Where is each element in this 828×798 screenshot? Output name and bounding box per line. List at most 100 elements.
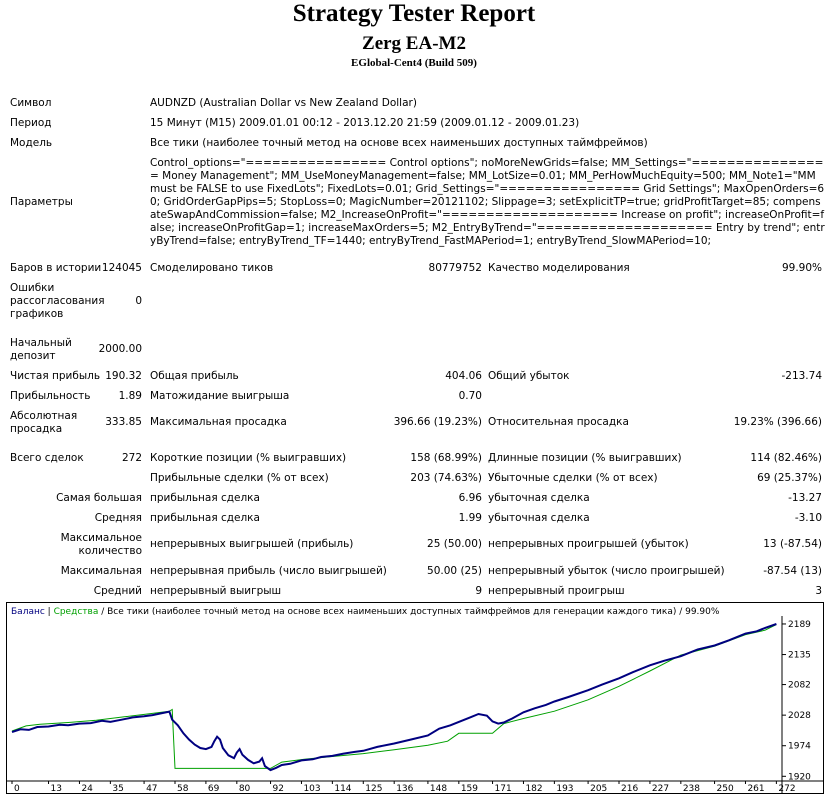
average-loss-label: убыточная сделка: [488, 512, 590, 524]
average-profit-label: прибыльная сделка: [150, 512, 260, 524]
profit-trades-label: Прибыльные сделки (% от всех): [150, 472, 329, 484]
deposit-label: Начальный депозит: [10, 337, 72, 362]
net-value: 190.32: [105, 370, 142, 382]
max-count-label: Максимальное количество: [60, 532, 142, 557]
params-label: Параметры: [10, 196, 73, 208]
x-tick-label: 69: [208, 784, 220, 794]
average-label: Средняя: [94, 512, 142, 524]
cons-profit-value: 50.00 (25): [427, 565, 482, 577]
cons-wins-value: 25 (50.00): [427, 538, 482, 550]
short-label: Короткие позиции (% выигравших): [150, 452, 347, 464]
report-title: Strategy Tester Report: [292, 0, 536, 27]
model-label: Модель: [10, 137, 53, 149]
x-tick-label: 193: [556, 784, 573, 794]
long-value: 114 (82.46%): [750, 452, 822, 464]
x-tick-label: 205: [590, 784, 607, 794]
model-value: Все тики (наиболее точный метод на основ…: [150, 137, 648, 149]
expected-label: Матожидание выигрыша: [150, 390, 290, 402]
cons-losses-value: 13 (-87.54): [763, 538, 822, 550]
legend-separator: |: [45, 607, 54, 617]
max-label: Максимальная: [60, 565, 142, 577]
expected-value: 0.70: [458, 390, 482, 402]
trades-label: Всего сделок: [10, 452, 84, 464]
net-label: Чистая прибыль: [10, 370, 101, 382]
largest-loss-value: -13.27: [788, 492, 822, 504]
x-tick-label: 171: [495, 784, 512, 794]
x-tick-label: 58: [177, 784, 189, 794]
y-tick-label: 2189: [788, 620, 811, 630]
ticks-label: Смоделировано тиков: [150, 262, 274, 274]
y-tick-label: 2082: [788, 681, 811, 691]
errors-label: Ошибки рассогласования графиков: [10, 282, 105, 320]
pf-value: 1.89: [118, 390, 142, 402]
x-tick-label: 13: [51, 784, 62, 794]
y-tick-label: 1974: [788, 742, 811, 752]
bars-label: Баров в истории: [10, 262, 102, 274]
gross-loss-value: -213.74: [781, 370, 822, 382]
largest-profit-label: прибыльная сделка: [150, 492, 260, 504]
avg-losses-value: 3: [815, 585, 822, 597]
quality-value: 99.90%: [781, 262, 822, 274]
x-tick-label: 125: [365, 784, 382, 794]
average-profit-value: 1.99: [458, 512, 482, 524]
x-tick-label: 272: [778, 784, 795, 794]
pf-label: Прибыльность: [10, 390, 91, 402]
cons-losses-label: непрерывных проигрышей (убыток): [488, 538, 689, 550]
profit-trades-value: 203 (74.63%): [410, 472, 482, 484]
x-axis-ticks: 0 13 24 35 47 58 69 80 92 103 114 125 136 148 159 171 18…: [11, 781, 796, 794]
x-tick-label: 47: [146, 784, 157, 794]
loss-trades-value: 69 (25.37%): [757, 472, 822, 484]
gross-profit-label: Общая прибыль: [150, 370, 239, 382]
avg-losses-label: непрерывный проигрыш: [488, 585, 625, 597]
bars-value: 124045: [101, 262, 142, 274]
loss-trades-label: Убыточные сделки (% от всех): [488, 472, 658, 484]
avg-wins-value: 9: [475, 585, 482, 597]
y-tick-label: 2135: [788, 651, 811, 661]
x-tick-label: 159: [461, 784, 478, 794]
cons-loss-value: -87.54 (13): [763, 565, 822, 577]
y-tick-label: 2028: [788, 711, 811, 721]
params-value: Control_options="================ Contro…: [150, 157, 825, 247]
period-value: 15 Минут (M15) 2009.01.01 00:12 - 2013.1…: [150, 117, 580, 129]
abs-dd-label: Абсолютная просадка: [10, 410, 78, 435]
legend-equity: Средства: [54, 607, 99, 617]
gross-loss-label: Общий убыток: [488, 370, 570, 382]
quality-label: Качество моделирования: [488, 262, 630, 274]
balance-series-line: [11, 624, 777, 769]
cons-loss-label: непрерывный убыток (число проигрышей): [488, 565, 725, 577]
average-loss-value: -3.10: [794, 512, 822, 524]
cons-wins-label: непрерывных выигрышей (прибыль): [150, 538, 354, 550]
avg-wins-label: непрерывный выигрыш: [150, 585, 282, 597]
ea-name: Zerg EA-M2: [362, 33, 466, 54]
x-tick-label: 103: [303, 784, 320, 794]
legend-balance: Баланс: [11, 607, 45, 617]
x-tick-label: 80: [239, 784, 251, 794]
trades-value: 272: [121, 452, 142, 464]
x-tick-label: 24: [81, 784, 93, 794]
rel-dd-value: 19.23% (396.66): [733, 416, 822, 428]
symbol-label: Символ: [10, 97, 52, 109]
cons-profit-label: непрерывная прибыль (число выигрышей): [150, 565, 387, 577]
x-tick-label: 250: [717, 784, 734, 794]
period-label: Период: [10, 117, 52, 129]
y-axis-ticks: 2189 2135 2082 2028 1974 1920: [782, 620, 811, 782]
largest-label: Самая большая: [56, 492, 142, 504]
x-tick-label: 114: [334, 784, 351, 794]
x-tick-label: 92: [273, 784, 284, 794]
long-label: Длинные позиции (% выигравших): [488, 452, 682, 464]
chart-grid: [6, 616, 824, 793]
largest-loss-label: убыточная сделка: [488, 492, 590, 504]
short-value: 158 (68.99%): [410, 452, 482, 464]
errors-value: 0: [135, 295, 142, 307]
avg-label: Средний: [93, 585, 142, 597]
rel-dd-label: Относительная просадка: [488, 416, 629, 428]
x-tick-label: 216: [621, 784, 638, 794]
balance-chart: 0 13 24 35 47 58 69 80 92 103 114 125 136 148 159 171 18…: [6, 602, 824, 794]
x-tick-label: 261: [747, 784, 764, 794]
symbol-value: AUDNZD (Australian Dollar vs New Zealand…: [150, 97, 417, 109]
x-tick-label: 182: [525, 784, 542, 794]
deposit-value: 2000.00: [98, 343, 142, 355]
max-dd-label: Максимальная просадка: [150, 416, 287, 428]
x-tick-label: 238: [683, 784, 700, 794]
equity-series-line: [11, 623, 777, 772]
